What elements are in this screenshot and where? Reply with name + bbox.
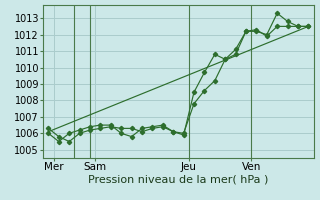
X-axis label: Pression niveau de la mer( hPa ): Pression niveau de la mer( hPa ) [88,175,268,185]
